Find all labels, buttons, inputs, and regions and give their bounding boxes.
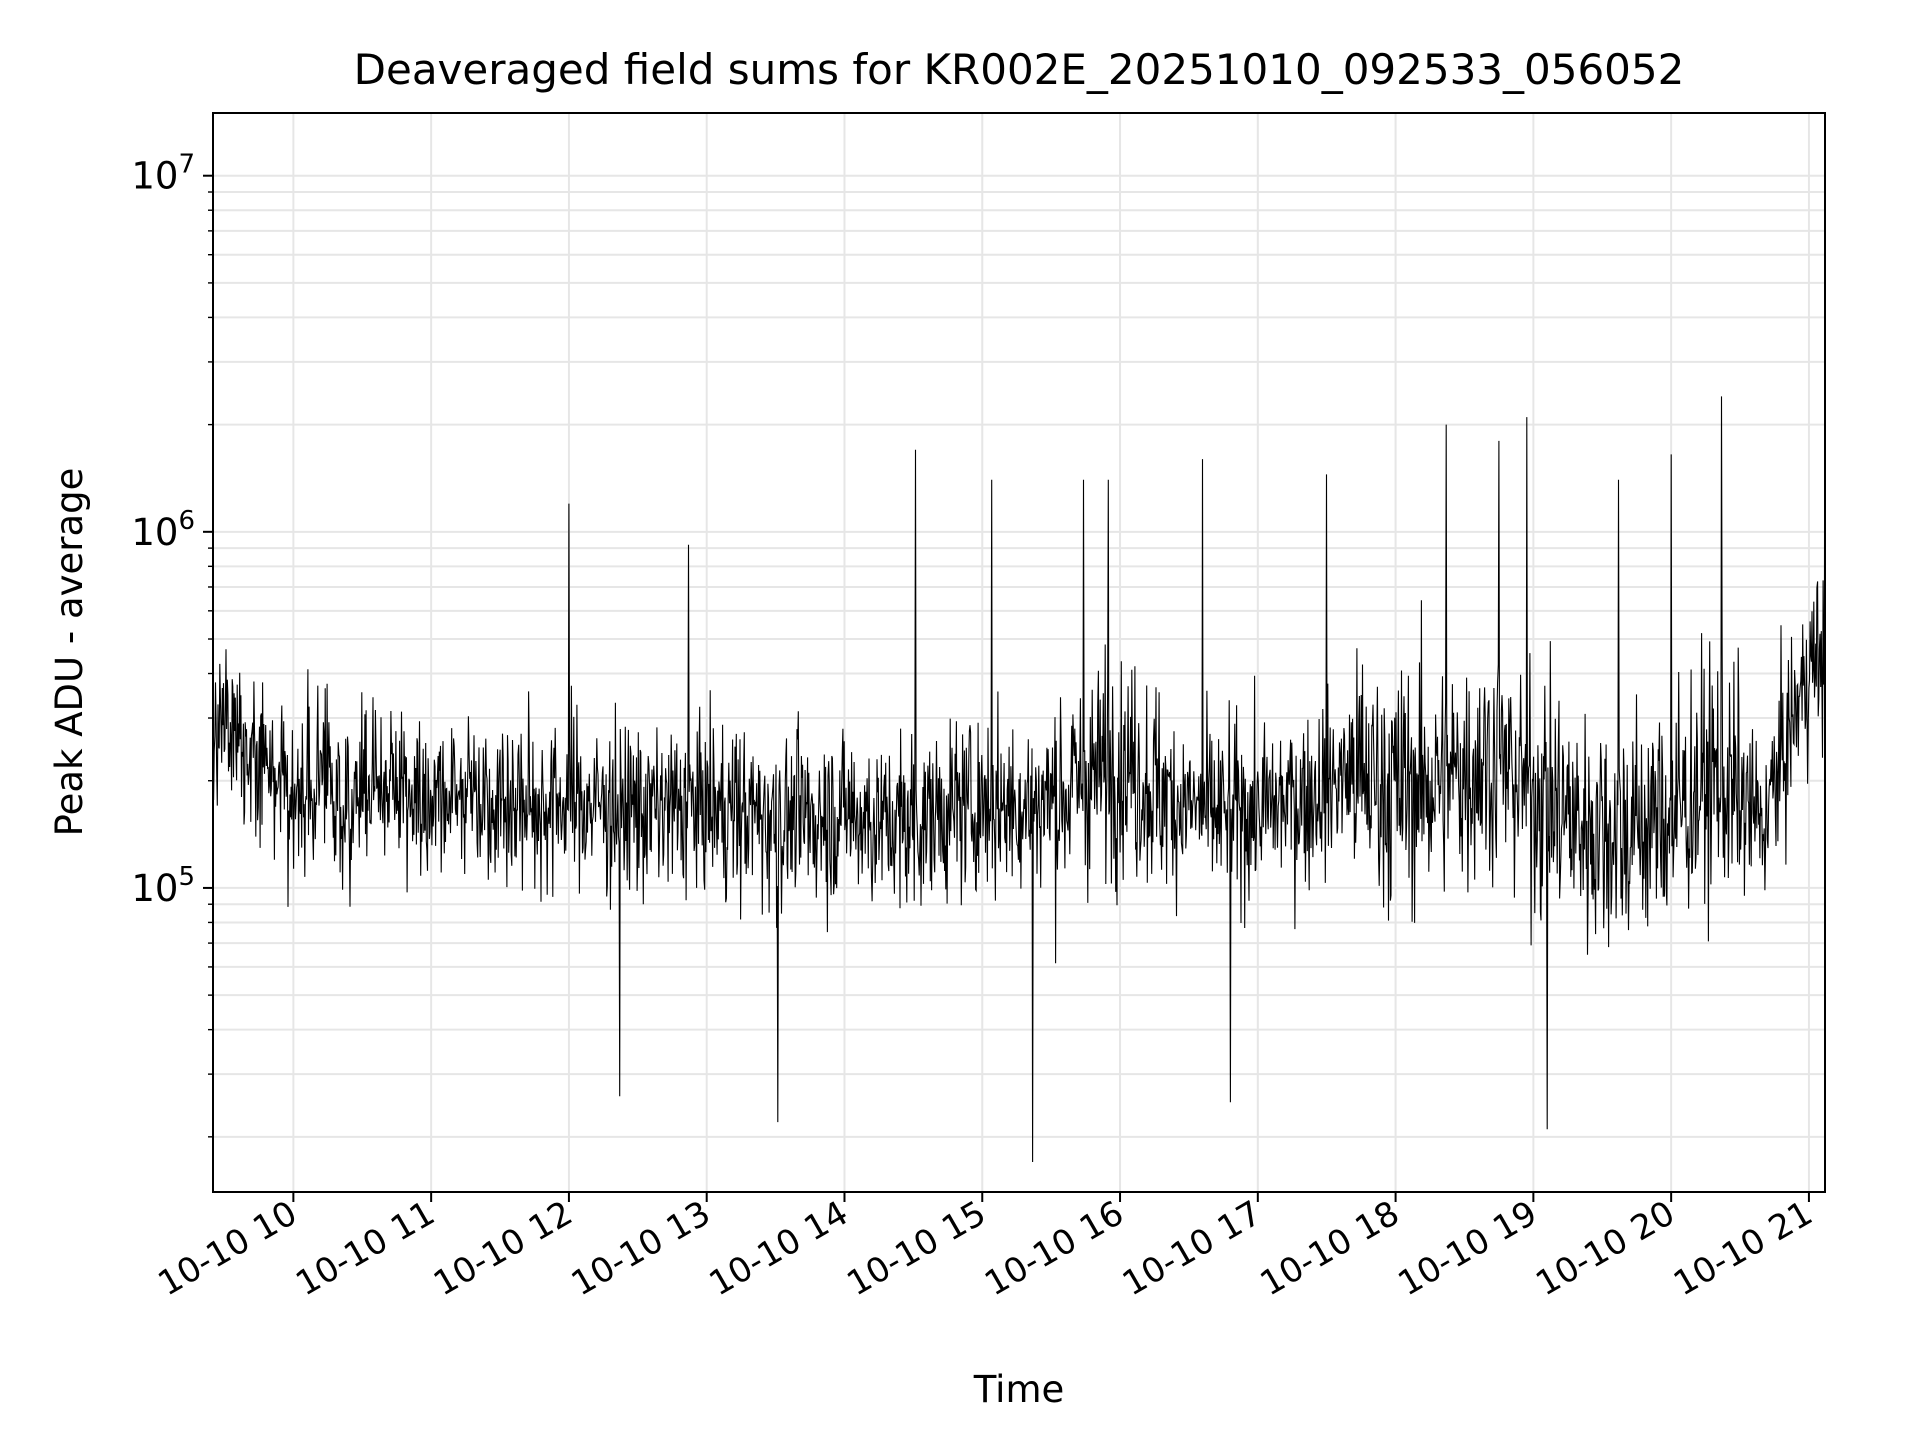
chart-title: Deaveraged field sums for KR002E_2025101… xyxy=(354,45,1685,94)
y-tick-exponent: 6 xyxy=(178,506,195,536)
y-tick-base: 10 xyxy=(131,511,178,554)
x-axis-label: Time xyxy=(973,1368,1065,1411)
y-tick-base: 10 xyxy=(131,155,178,198)
y-tick-label: 107 xyxy=(131,150,195,198)
y-axis-label: Peak ADU - average xyxy=(48,468,91,837)
y-tick-exponent: 7 xyxy=(178,150,195,180)
y-tick-exponent: 5 xyxy=(178,862,195,892)
y-tick-label: 105 xyxy=(131,862,195,910)
y-tick-base: 10 xyxy=(131,867,178,910)
plot-area-frame xyxy=(212,112,1826,1193)
data-series-line xyxy=(212,168,1826,1163)
y-tick-label: 106 xyxy=(131,506,195,554)
